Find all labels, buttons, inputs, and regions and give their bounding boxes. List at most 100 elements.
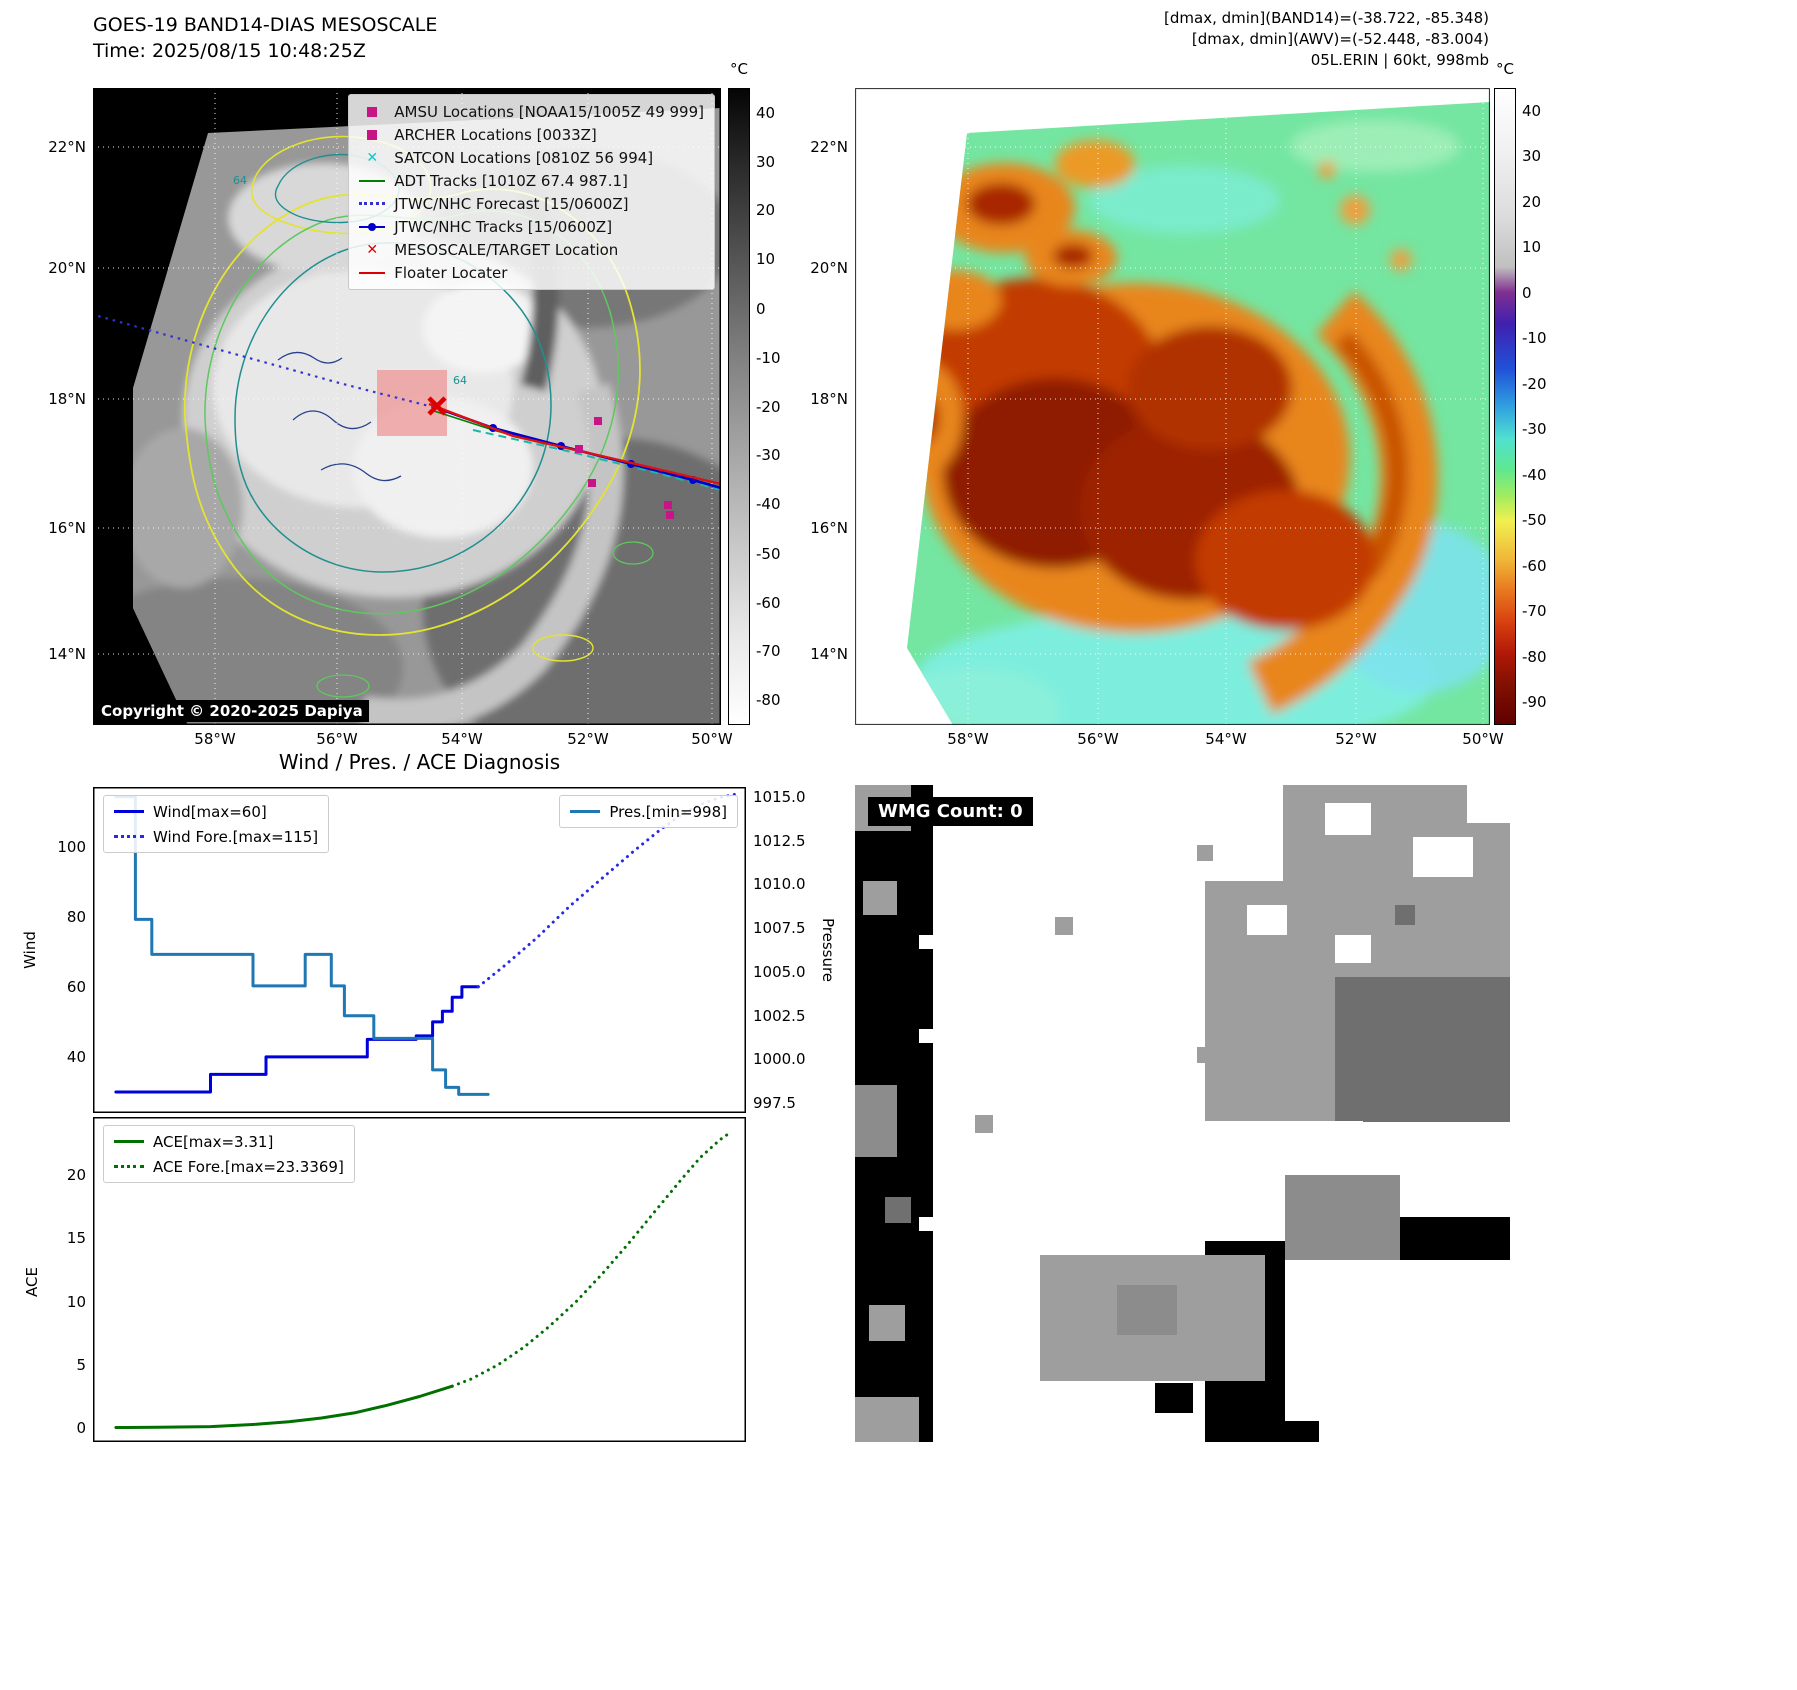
panel2-satellite-image xyxy=(855,88,1490,725)
legend-label: JTWC/NHC Tracks [15/0600Z] xyxy=(394,217,613,236)
pressure-tick: 1002.5 xyxy=(753,1006,806,1025)
ace-tick: 0 xyxy=(76,1419,86,1437)
pressure-tick: 1015.0 xyxy=(753,787,806,806)
legend-item: Wind Fore.[max=115] xyxy=(114,827,318,846)
panel2-colorbar-tick: 40 xyxy=(1522,101,1542,120)
panel1-colorbar-tick: 30 xyxy=(756,152,776,171)
forecast-dotted-line-icon xyxy=(359,197,386,211)
wind-tick: 100 xyxy=(57,837,86,856)
contour-label: 64 xyxy=(453,374,467,387)
panel1-y-tick: 22°N xyxy=(48,138,86,156)
wind-tick: 80 xyxy=(66,907,86,926)
series-Pres.[min=998] xyxy=(114,795,490,1096)
panel2-colorbar-tick: -50 xyxy=(1522,511,1547,530)
copyright-notice: Copyright © 2020-2025 Dapiya xyxy=(95,700,369,722)
panel1-colorbar xyxy=(728,88,750,725)
pressure-tick: 1012.5 xyxy=(753,831,806,850)
contour-label: 64 xyxy=(233,174,247,187)
panel1-y-tick: 16°N xyxy=(48,519,86,537)
ace-tick: 5 xyxy=(76,1355,86,1374)
pressure-tick: 1000.0 xyxy=(753,1050,806,1069)
panel1-colorbar-tick: 40 xyxy=(756,103,776,122)
legend-label: ADT Tracks [1010Z 67.4 987.1] xyxy=(394,171,628,190)
pressure-legend: Pres.[min=998] xyxy=(559,795,738,828)
panel1-frame xyxy=(93,88,721,725)
panel2-colorbar-tick: -20 xyxy=(1522,374,1547,393)
panel2-header: [dmax, dmin](BAND14)=(-38.722, -85.348) … xyxy=(1164,8,1489,71)
series-ACE[max=3.31] xyxy=(114,1384,454,1429)
legend-item: Pres.[min=998] xyxy=(570,802,727,821)
panel1-satellite-image: AMSU Locations [NOAA15/1005Z 49 999] ARC… xyxy=(93,88,721,725)
panel2-colorbar-tick: 20 xyxy=(1522,192,1542,211)
panel2-colorbar-tick: 30 xyxy=(1522,147,1542,166)
color-cloud-field xyxy=(907,102,1490,725)
archer-square-icon xyxy=(359,128,385,142)
legend-label: ARCHER Locations [0033Z] xyxy=(394,125,597,144)
panel2-colorbar-tick: -70 xyxy=(1522,602,1547,621)
wind-tick: 60 xyxy=(66,977,86,996)
ace-tick: 15 xyxy=(66,1229,86,1248)
legend-item: ACE[max=3.31] xyxy=(114,1132,344,1151)
floater-line-icon xyxy=(359,266,386,280)
wmg-blocks xyxy=(855,785,1510,1442)
panel1-y-tick: 14°N xyxy=(48,645,86,663)
pressure-tick: 1010.0 xyxy=(753,875,806,894)
panel1-x-tick: 58°W xyxy=(194,730,236,748)
ace-legend: ACE[max=3.31] ACE Fore.[max=23.3369] xyxy=(103,1125,355,1183)
gridlines xyxy=(855,88,1490,725)
target-x-marker xyxy=(427,396,447,416)
amsu-markers xyxy=(575,417,674,519)
diagnosis-chart-title: Wind / Pres. / ACE Diagnosis xyxy=(278,750,561,774)
legend-label: SATCON Locations [0810Z 56 994] xyxy=(394,148,654,167)
legend-label: Pres.[min=998] xyxy=(609,802,727,821)
track-line-dot-icon xyxy=(359,220,386,234)
panel2-colorbar-tick: -10 xyxy=(1522,329,1547,348)
panel2-y-tick: 20°N xyxy=(810,259,848,277)
floater-track xyxy=(428,402,721,486)
panel1-colorbar-tick: -50 xyxy=(756,544,781,563)
legend-item: ACE Fore.[max=23.3369] xyxy=(114,1157,344,1176)
pressure-tick: 1005.0 xyxy=(753,962,806,981)
legend-label: ACE Fore.[max=23.3369] xyxy=(153,1157,344,1176)
legend-label: AMSU Locations [NOAA15/1005Z 49 999] xyxy=(394,102,704,121)
wmg-count-badge: WMG Count: 0 xyxy=(868,797,1033,826)
storm-id-intensity: 05L.ERIN | 60kt, 998mb xyxy=(1310,51,1489,69)
dmax-dmin-band14: [dmax, dmin](BAND14)=(-38.722, -85.348) xyxy=(1164,9,1489,27)
panel2-x-tick: 52°W xyxy=(1335,730,1377,748)
wind-tick: 40 xyxy=(66,1047,86,1066)
legend-item: ✕ SATCON Locations [0810Z 56 994] xyxy=(359,148,704,167)
legend-label: ACE[max=3.31] xyxy=(153,1132,274,1151)
pressure-axis-label: Pressure xyxy=(819,917,837,983)
satcon-track xyxy=(472,429,721,491)
panel1-x-tick: 54°W xyxy=(441,730,483,748)
panel2-colorbar-tick: -90 xyxy=(1522,693,1547,712)
gridlines xyxy=(93,88,721,725)
panel2-colorbar-unit: °C xyxy=(1496,60,1514,78)
panel1-colorbar-tick: -60 xyxy=(756,593,781,612)
panel2-colorbar-tick: -80 xyxy=(1522,647,1547,666)
panel1-x-tick: 50°W xyxy=(691,730,733,748)
panel2-x-tick: 54°W xyxy=(1205,730,1247,748)
pressure-line-icon xyxy=(570,810,601,813)
panel2-x-tick: 58°W xyxy=(947,730,989,748)
ace-tick: 20 xyxy=(66,1166,86,1185)
wind-legend: Wind[max=60] Wind Fore.[max=115] xyxy=(103,795,330,853)
panel1-colorbar-tick: 20 xyxy=(756,201,776,220)
wmg-map xyxy=(855,785,1510,1442)
legend-item: Wind[max=60] xyxy=(114,802,318,821)
ace-tick: 10 xyxy=(66,1292,86,1311)
panel1-colorbar-tick: -70 xyxy=(756,642,781,661)
pressure-tick: 997.5 xyxy=(753,1094,796,1113)
legend-item: ARCHER Locations [0033Z] xyxy=(359,125,704,144)
dmax-dmin-awv: [dmax, dmin](AWV)=(-52.448, -83.004) xyxy=(1191,30,1489,48)
ace-axis-label: ACE xyxy=(23,1267,41,1297)
target-x-icon: ✕ xyxy=(366,241,379,258)
panel1-colorbar-tick: -30 xyxy=(756,446,781,465)
legend-item: JTWC/NHC Tracks [15/0600Z] xyxy=(359,217,704,236)
panel2-y-tick: 18°N xyxy=(810,390,848,408)
legend-label: Floater Locater xyxy=(394,263,508,282)
panel2-y-tick: 22°N xyxy=(810,138,848,156)
panel2-x-tick: 56°W xyxy=(1077,730,1119,748)
series-Wind[max=60] xyxy=(114,985,480,1094)
